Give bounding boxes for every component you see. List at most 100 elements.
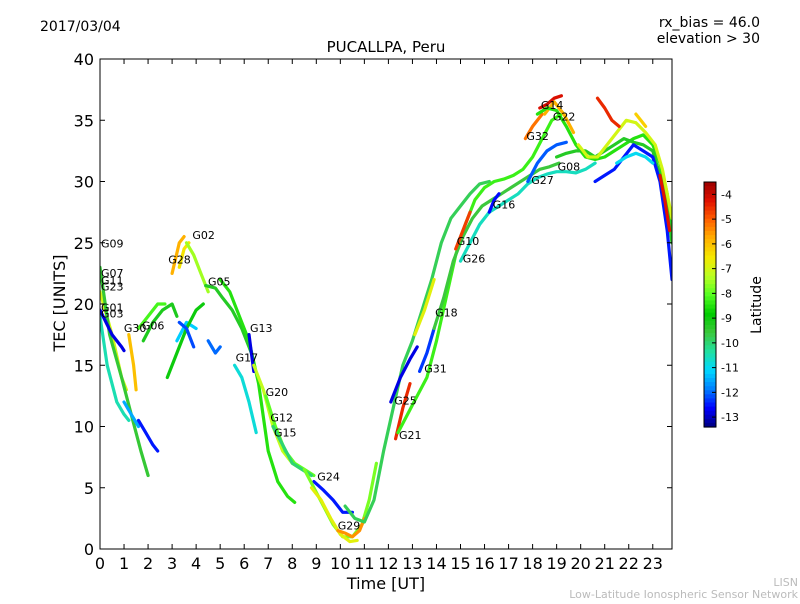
y-tick-label: 30: [74, 173, 94, 192]
tec-series-46: [634, 112, 648, 129]
tec-series-44: [576, 118, 672, 220]
colorbar-band: [704, 267, 716, 273]
rx-bias-label: rx_bias = 46.0: [659, 15, 760, 31]
tec-series-40: [538, 94, 564, 110]
y-tick-label: 40: [74, 50, 94, 69]
colorbar-band: [704, 243, 716, 248]
colorbar-tick-label: -8: [721, 287, 732, 300]
colorbar-band: [704, 329, 716, 334]
elevation-label: elevation > 30: [657, 31, 760, 47]
tec-series-13: [175, 320, 198, 343]
tec-series-27: [336, 516, 366, 539]
colorbar-band: [704, 345, 716, 351]
colorbar-band: [704, 316, 716, 322]
tec-series-10: [170, 235, 186, 275]
x-tick-label: 10: [330, 554, 350, 573]
colorbar-band: [704, 365, 716, 371]
colorbar-band: [704, 353, 716, 359]
x-tick-label: 19: [546, 554, 566, 573]
satellite-label: G20: [266, 386, 289, 399]
tec-series-5: [122, 400, 141, 429]
satellite-label: G29: [338, 519, 361, 532]
colorbar-band: [704, 226, 716, 232]
x-tick-label: 11: [354, 554, 374, 573]
colorbar-band: [704, 210, 716, 216]
x-tick-label: 0: [95, 554, 105, 573]
tec-series-37: [487, 192, 501, 214]
colorbar-band: [704, 390, 716, 395]
satellite-label: G17: [236, 352, 259, 365]
colorbar-band: [704, 259, 716, 265]
satellite-label: G24: [317, 470, 340, 483]
colorbar-band: [704, 308, 716, 314]
y-tick-label: 0: [84, 540, 94, 559]
tec-series-12: [184, 241, 210, 294]
x-tick-label: 16: [474, 554, 494, 573]
tec-series-39: [523, 112, 544, 141]
colorbar-band: [704, 402, 716, 408]
tec-series-4: [100, 308, 126, 353]
colorbar-band: [704, 275, 716, 281]
plot-frame: [99, 58, 673, 550]
colorbar-band: [704, 369, 716, 375]
colorbar-band: [704, 312, 716, 318]
footer-network: Low-Latitude Ionospheric Sensor Network: [569, 588, 798, 600]
colorbar-band: [704, 231, 716, 236]
tec-series-15: [177, 320, 196, 349]
colorbar-band: [704, 190, 716, 195]
tec-series-45: [595, 96, 621, 129]
chart-title: PUCALLPA, Peru: [327, 38, 446, 56]
satellite-label: G28: [168, 254, 191, 267]
tec-series-18: [206, 339, 222, 355]
tec-series-47: [593, 143, 672, 282]
x-tick-label: 8: [287, 554, 297, 573]
tec-series-36: [458, 161, 597, 263]
satellite-label: G21: [399, 429, 422, 442]
colorbar-band: [704, 357, 716, 363]
colorbar: -4 -5 -6 -7 -8 -9 -10 -11 -12 -13: [703, 181, 739, 428]
tec-series-29: [389, 345, 419, 404]
colorbar-band: [704, 414, 716, 420]
colorbar-label: Latitude: [749, 276, 765, 334]
tec-series-3: [100, 314, 131, 422]
colorbar-band: [704, 194, 716, 199]
tec-series-6: [136, 418, 160, 453]
colorbar-band: [704, 206, 716, 212]
colorbar-tick-label: -9: [721, 312, 732, 325]
tec-series-24: [312, 480, 354, 514]
satellite-label: G05: [208, 276, 231, 289]
colorbar-band: [704, 406, 716, 412]
y-tick-label: 10: [74, 418, 94, 437]
x-tick-label: 1: [119, 554, 129, 573]
satellite-label: G31: [424, 363, 447, 376]
colorbar-band: [704, 324, 716, 330]
y-axis-label: TEC [UNITS]: [50, 255, 69, 353]
colorbar-frame: [703, 181, 717, 428]
colorbar-band: [704, 349, 716, 355]
tec-series-30: [394, 382, 412, 441]
colorbar-band: [704, 382, 716, 387]
colorbar-band: [704, 418, 716, 424]
satellite-label: G14: [541, 99, 564, 112]
y-tick-label: 35: [74, 111, 94, 130]
satellite-label: G10: [457, 235, 480, 248]
colorbar-band: [704, 337, 716, 342]
tec-series-26: [309, 486, 359, 544]
colorbar-band: [704, 271, 716, 277]
colorbar-band: [704, 218, 716, 224]
series-group: [100, 94, 672, 544]
colorbar-band: [704, 361, 716, 367]
satellite-label: G18: [435, 306, 458, 319]
x-tick-label: 7: [263, 554, 273, 573]
tec-series-34: [413, 277, 436, 337]
satellite-label: G03: [101, 307, 124, 320]
colorbar-band: [704, 182, 716, 187]
tec-series-32: [418, 326, 436, 373]
tec-series-49: [658, 173, 672, 233]
satellite-label: G07: [101, 267, 124, 280]
colorbar-band: [704, 214, 716, 220]
colorbar-band: [704, 239, 716, 244]
axes: 0 1 2 3 4 5 6 7 8 9 10 11 12 13 14 15 16 17 18 19 20 21 22 2305…: [74, 50, 672, 573]
